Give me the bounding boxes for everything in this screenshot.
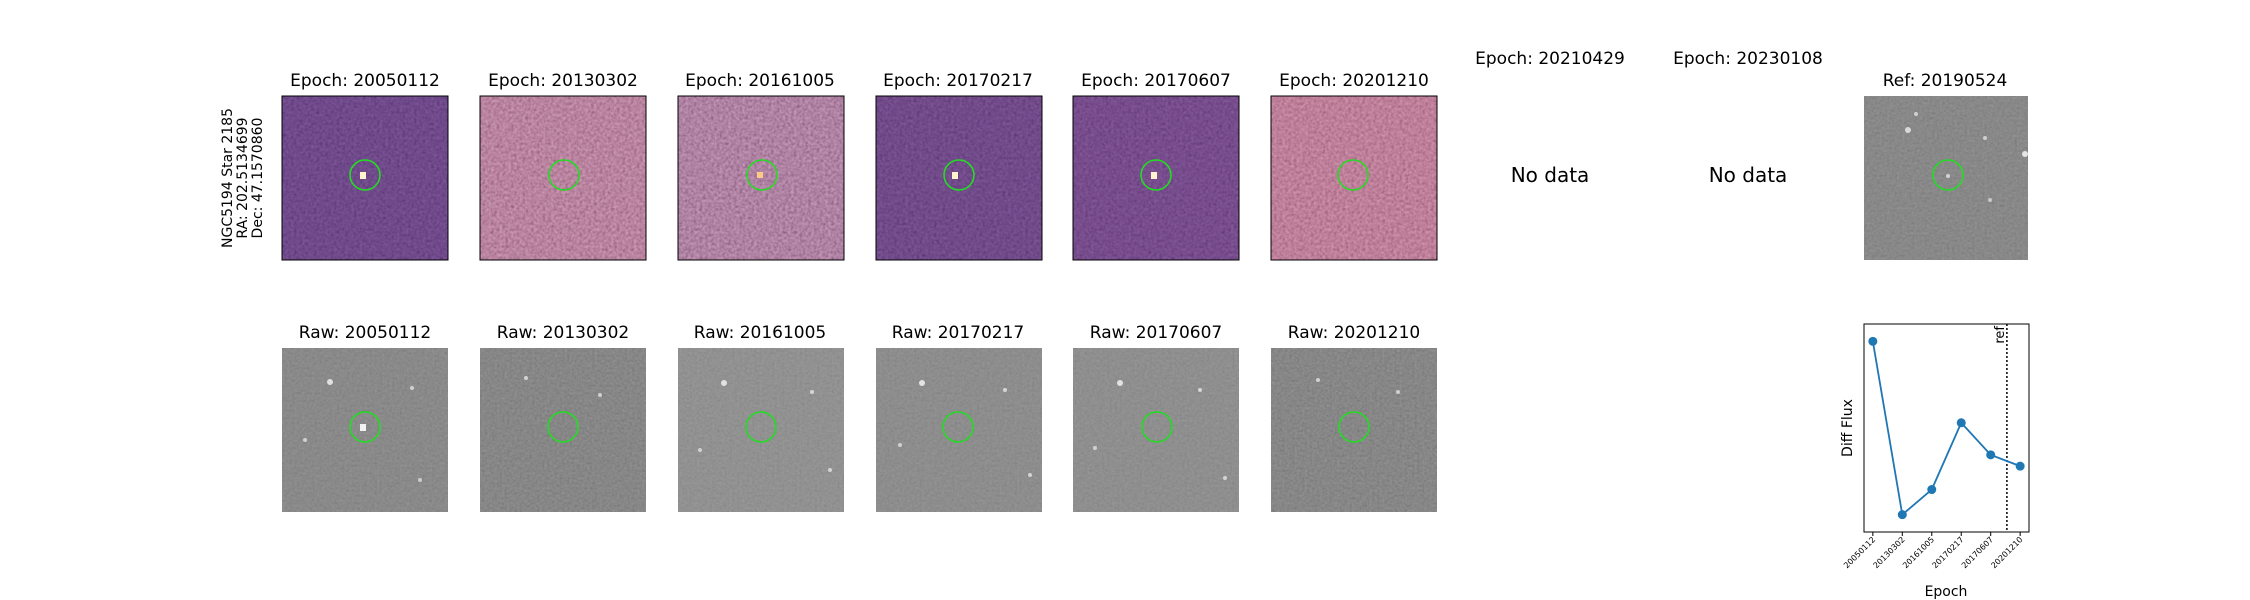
data-point [1986,450,1996,460]
diff-panel-title: Epoch: 20050112 [290,71,440,91]
raw-panel-title: Raw: 20130302 [497,323,630,343]
raw-panel-title: Raw: 20170217 [892,323,1025,343]
aperture-circle [943,159,975,191]
raw-panel-title: Raw: 20170607 [1090,323,1223,343]
raw-panel-5: Raw: 20170607 [1073,323,1239,512]
aperture-circle [1337,159,1369,191]
aperture-circle [1141,411,1173,443]
aperture-circle [1140,159,1172,191]
data-point [1868,336,1878,346]
diff-panel-5: Epoch: 20170607 [1072,71,1240,261]
star-ra: RA: 202.5134699 [235,117,251,238]
star-pixel [360,172,366,179]
diff-panel-8: Epoch: 20230108 No data [1673,49,1823,187]
diff-panel-4: Epoch: 20170217 [875,71,1043,261]
raw-panel-3: Raw: 20161005 [678,323,844,512]
aperture-circle [349,411,381,443]
aperture-circle [547,411,579,443]
x-ticks: 2005011220130302201610052017021720170607… [1842,532,2025,570]
data-point [2015,461,2025,471]
raw-panel-2: Raw: 20130302 [480,323,646,512]
diff-panel-title: Epoch: 20230108 [1673,49,1823,69]
star-info-label: NGC5194 Star 2185 RA: 202.5134699 Dec: 4… [220,108,266,248]
aperture-circle [942,411,974,443]
aperture-circle [1338,411,1370,443]
diff-panel-title: Epoch: 20170217 [883,71,1033,91]
diff-panel-title: Epoch: 20161005 [685,71,835,91]
aperture-circle [1932,159,1964,191]
ref-panel-title: Ref: 20190524 [1883,71,2008,91]
series-line [1871,341,2021,517]
aperture-circle [349,159,381,191]
aperture-circle [746,159,778,191]
data-point [1956,418,1966,428]
ref-line-label: ref [1993,326,2008,344]
diff-panel-3: Epoch: 20161005 [677,71,845,261]
diff-panel-1: Epoch: 20050112 [281,71,449,261]
no-data-message: No data [1511,163,1590,187]
star-name: NGC5194 Star 2185 [220,108,236,248]
raw-panel-title: Raw: 20161005 [694,323,827,343]
raw-panel-6: Raw: 20201210 [1271,323,1437,512]
diff-panel-title: Epoch: 20130302 [488,71,638,91]
diff-panel-title: Epoch: 20170607 [1081,71,1231,91]
star-dec: Dec: 47.1570860 [250,118,266,239]
aperture-circle [745,411,777,443]
ref-panel: Ref: 20190524 [1864,71,2028,260]
data-point [1927,485,1937,495]
diff-panel-title: Epoch: 20201210 [1279,71,1429,91]
x-axis-label: Epoch [1925,584,1968,600]
chart-frame [1863,323,2030,533]
data-point [1897,510,1907,520]
ref-line-group: ref [1993,324,2008,532]
raw-panel-4: Raw: 20170217 [876,323,1042,512]
x-tick-label: 20201210 [1989,535,2024,570]
raw-panel-title: Raw: 20050112 [299,323,432,343]
diff-panel-6: Epoch: 20201210 [1270,71,1438,261]
aperture-circle [548,159,580,191]
diff-panel-2: Epoch: 20130302 [479,71,647,261]
diff-panel-title: Epoch: 20210429 [1475,49,1625,69]
raw-panel-1: Raw: 20050112 [282,323,448,512]
light-curve-chart: Diff Flux Epoch 200501122013030220161005… [1840,323,2030,600]
diff-panel-7: Epoch: 20210429 No data [1475,49,1625,187]
no-data-message: No data [1709,163,1788,187]
raw-panel-title: Raw: 20201210 [1288,323,1421,343]
series [1868,336,2025,520]
y-axis-label: Diff Flux [1840,399,1856,457]
